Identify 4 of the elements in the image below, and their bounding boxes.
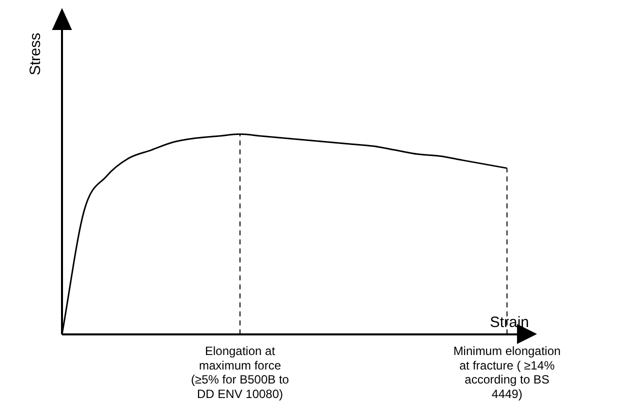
x-tick-label: Minimum elongation at fracture ( ≥14% according to BS 4449) bbox=[453, 344, 561, 402]
x-tick-label: Elongation at maximum force (≥5% for B500B to DD ENV 10080) bbox=[191, 344, 290, 402]
y-axis-title: Stress bbox=[27, 32, 44, 76]
x-axis-title: Strain bbox=[490, 314, 529, 332]
